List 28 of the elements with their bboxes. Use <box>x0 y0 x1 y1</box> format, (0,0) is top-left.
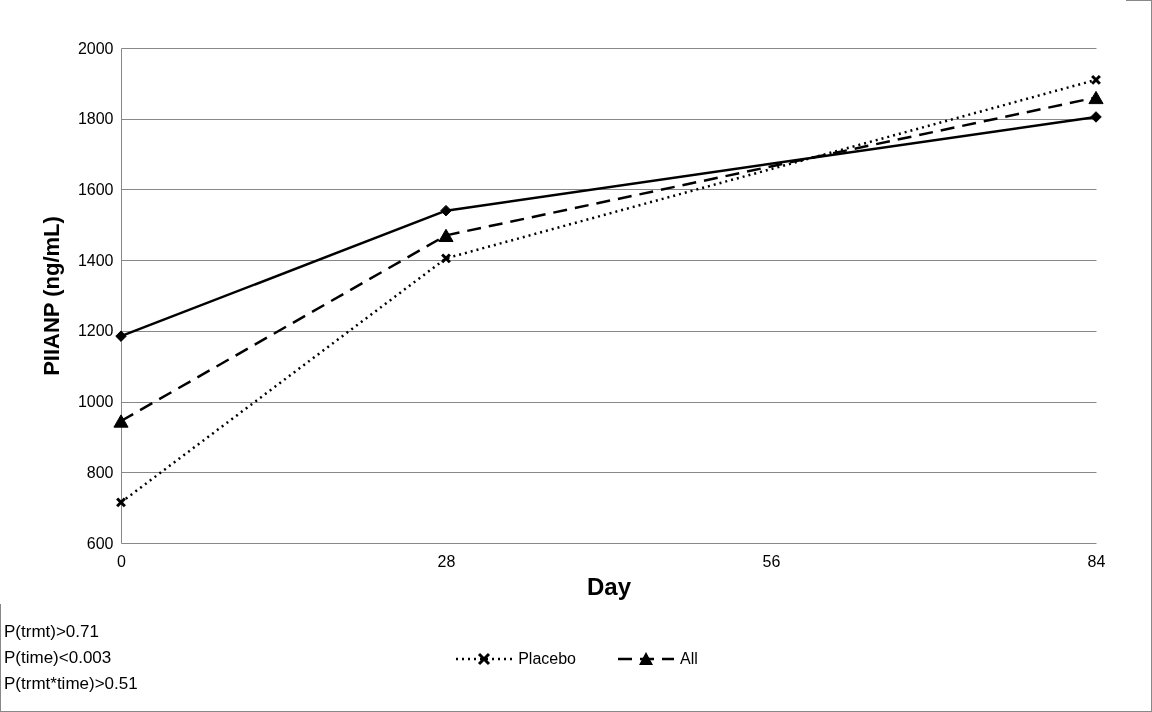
point <box>438 228 454 243</box>
point <box>440 253 452 264</box>
point <box>115 496 127 508</box>
y-tick-label: 1200 <box>77 322 114 340</box>
point <box>113 414 129 428</box>
point <box>115 330 127 342</box>
x-tick-label: 28 <box>437 552 456 570</box>
text: P(trmt)>0.71 <box>4 621 100 643</box>
legend-label: All <box>680 650 698 668</box>
x-tick-label: 0 <box>117 552 127 570</box>
y-tick-label: 800 <box>86 463 114 481</box>
x-tick-label: 84 <box>1087 552 1106 570</box>
point <box>1090 111 1102 123</box>
x-axis-title: Day <box>586 572 632 600</box>
y-tick-label: 1400 <box>77 251 114 269</box>
y-tick-label: 1600 <box>77 180 114 198</box>
text: P(time)<0.003 <box>4 647 113 669</box>
y-axis-title: PIIANP (ng/mL) <box>38 216 64 376</box>
legend-label: Placebo <box>518 650 577 668</box>
y-tick-label: 1800 <box>77 110 114 128</box>
text: P(trmt*time)>0.51 <box>4 673 138 695</box>
y-tick-label: 2000 <box>77 39 114 57</box>
y-tick-label: 1000 <box>77 393 114 411</box>
y-tick-label: 600 <box>86 534 114 552</box>
point <box>1090 74 1102 86</box>
x-tick-label: 56 <box>762 552 781 570</box>
point <box>440 204 452 217</box>
point <box>1088 90 1104 105</box>
